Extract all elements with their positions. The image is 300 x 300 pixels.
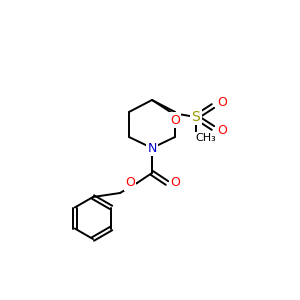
Text: O: O bbox=[217, 124, 227, 136]
Text: O: O bbox=[125, 176, 135, 190]
Text: CH₃: CH₃ bbox=[196, 133, 216, 143]
Text: O: O bbox=[217, 97, 227, 110]
Text: O: O bbox=[170, 113, 180, 127]
Text: S: S bbox=[192, 110, 200, 124]
Text: N: N bbox=[147, 142, 157, 154]
Text: O: O bbox=[170, 176, 180, 190]
